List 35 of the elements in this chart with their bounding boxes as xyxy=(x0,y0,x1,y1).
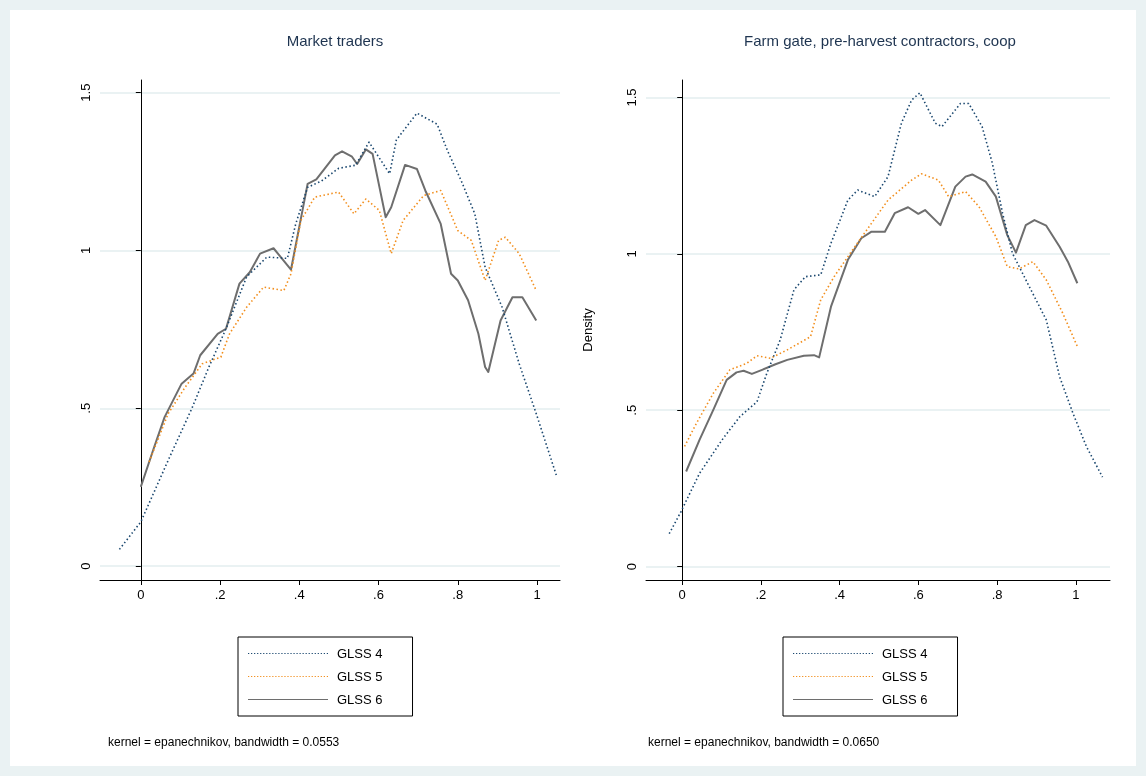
y-tick-label: 0 xyxy=(624,562,639,571)
y-tick-label: 0 xyxy=(78,562,93,570)
y-tick-label: 1 xyxy=(624,250,639,258)
line-series xyxy=(668,92,1104,535)
x-tick-label: .2 xyxy=(755,587,767,602)
legend-label: GLSS 4 xyxy=(882,646,928,661)
line-series xyxy=(118,112,558,551)
y-tick-label: 1 xyxy=(78,246,93,255)
y-tick-label: 1.5 xyxy=(624,88,639,107)
line-series xyxy=(139,148,538,488)
x-tick-label: .4 xyxy=(834,587,846,602)
legend-label: GLSS 4 xyxy=(337,646,383,661)
y-axis-title: Density xyxy=(580,307,595,352)
chart-title: Market traders xyxy=(286,32,384,49)
x-tick-label: .4 xyxy=(293,587,305,602)
text: kernel = epanechnikov, bandwidth = 0.0650 xyxy=(648,735,880,749)
legend-label: GLSS 6 xyxy=(882,692,928,707)
x-tick-label: .8 xyxy=(452,587,464,602)
line-series xyxy=(148,189,538,463)
text: kernel = epanechnikov, bandwidth = 0.0553 xyxy=(108,735,340,749)
legend-label: GLSS 5 xyxy=(337,669,383,684)
x-tick-label: 0 xyxy=(137,587,145,602)
x-tick-label: .8 xyxy=(991,587,1003,602)
y-tick-label: .5 xyxy=(78,402,93,414)
y-tick-label: 1.5 xyxy=(78,83,93,102)
x-tick-label: .2 xyxy=(214,587,226,602)
x-tick-label: .6 xyxy=(373,587,384,602)
chart-title: Farm gate, pre-harvest contractors, coop xyxy=(744,32,1016,49)
y-tick-label: .5 xyxy=(624,404,639,416)
x-tick-label: 0 xyxy=(678,587,686,602)
x-tick-label: 1 xyxy=(1072,587,1080,602)
legend-label: GLSS 6 xyxy=(337,692,383,707)
x-tick-label: 1 xyxy=(533,587,541,602)
legend-label: GLSS 5 xyxy=(882,669,928,684)
x-tick-label: .6 xyxy=(912,587,924,602)
